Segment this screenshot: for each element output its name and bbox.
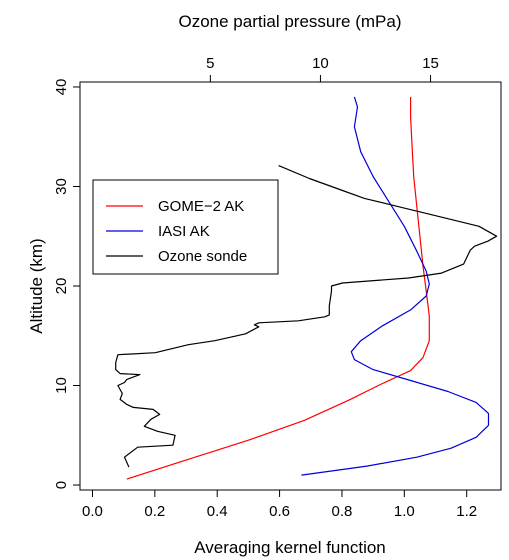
x-axis-title: Averaging kernel function xyxy=(194,538,386,557)
legend-label-sonde: Ozone sonde xyxy=(158,248,247,265)
axes-layer: 0.0 0.2 0.4 0.6 0.8 1.0 1.2 5 10 15 0 10 20 30 40 xyxy=(53,55,477,520)
x-tick-label: 1.0 xyxy=(394,503,415,520)
legend-label-iasi: IASI AK xyxy=(158,223,210,240)
legend-box xyxy=(92,179,279,275)
x2-tick-label: 10 xyxy=(312,55,329,72)
x-tick-label: 0.8 xyxy=(332,503,353,520)
x-tick-label: 0.2 xyxy=(144,503,165,520)
x-tick-label: 1.2 xyxy=(456,503,477,520)
y-tick-label: 0 xyxy=(53,481,70,489)
x-tick-label: 0.0 xyxy=(82,503,103,520)
y-tick-label: 10 xyxy=(53,377,70,394)
legend: GOME−2 AK IASI AK Ozone sonde xyxy=(92,179,279,275)
y-axis-title: Altitude (km) xyxy=(27,238,46,333)
series-line-0 xyxy=(126,96,430,480)
series-line-2 xyxy=(115,165,498,468)
y-tick-label: 30 xyxy=(53,178,70,195)
y-tick-label: 20 xyxy=(53,278,70,295)
x2-tick-label: 5 xyxy=(206,55,214,72)
series-line-1 xyxy=(301,96,490,476)
y-tick-label: 40 xyxy=(53,79,70,96)
series-layer xyxy=(115,96,498,480)
x-tick-label: 0.4 xyxy=(207,503,228,520)
x2-axis-title: Ozone partial pressure (mPa) xyxy=(179,12,402,31)
plot-frame xyxy=(79,81,502,491)
legend-label-gome2: GOME−2 AK xyxy=(158,198,244,215)
x-tick-label: 0.6 xyxy=(269,503,290,520)
x2-tick-label: 15 xyxy=(422,55,439,72)
